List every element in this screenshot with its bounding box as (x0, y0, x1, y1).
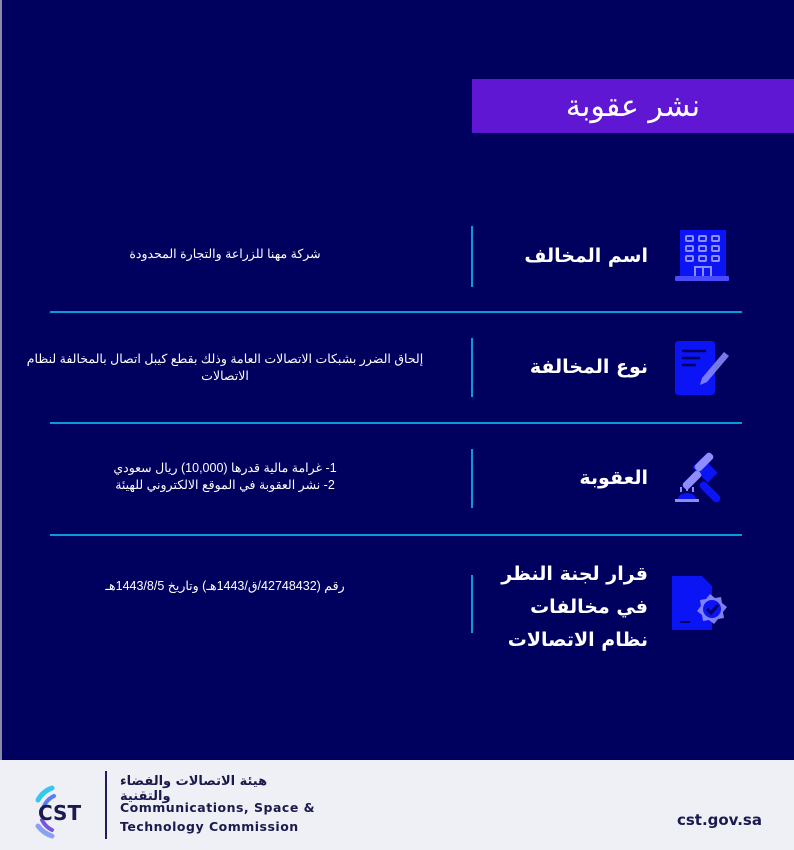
value-violator-name: شركة مهنا للزراعة والتجارة المحدودة (129, 247, 321, 261)
row-divider (50, 534, 742, 536)
vertical-divider (471, 338, 473, 397)
document-pen-icon (675, 341, 729, 395)
org-name-english-line-2: Technology Commission (120, 819, 299, 834)
building-icon (675, 230, 729, 281)
vertical-divider (471, 449, 473, 508)
value-committee-decision: رقم (42748432/ق/1443هـ) وتاريخ 1443/8/5ه… (105, 579, 345, 593)
value-violation-type: إلحاق الضرر بشبكات الاتصالات العامة وذلك… (26, 352, 424, 383)
committee-line-2: في مخالفات (530, 596, 648, 618)
website-link[interactable]: cst.gov.sa (676, 811, 762, 829)
document-badge-check-icon (672, 576, 727, 630)
penalty-line-2: 2- نشر العقوبة في الموقع الالكتروني للهي… (115, 478, 335, 492)
label-penalty: العقوبة (579, 467, 648, 489)
value-penalty: 1- غرامة مالية قدرها (10,000) ريال سعودي… (20, 460, 430, 494)
penalty-line-1: 1- غرامة مالية قدرها (10,000) ريال سعودي (113, 461, 337, 475)
left-border (0, 0, 2, 760)
committee-line-3: نظام الاتصالات (507, 629, 648, 651)
label-committee-decision: قرار لجنة النظر في مخالفات نظام الاتصالا… (501, 558, 648, 657)
committee-line-1: قرار لجنة النظر (501, 563, 648, 585)
row-divider (50, 422, 742, 424)
label-violator-name: اسم المخالف (524, 245, 648, 267)
label-violation-type: نوع المخالفة (529, 356, 648, 378)
vertical-divider (471, 226, 473, 287)
footer-divider (105, 771, 107, 839)
org-name-arabic: هيئة الاتصالات والفضاء والتقنية (120, 774, 268, 804)
footer: CST هيئة الاتصالات والفضاء والتقنية Comm… (0, 760, 794, 850)
logo-text: CST (38, 801, 81, 825)
org-name-english-line-1: Communications, Space & (120, 800, 316, 815)
cst-logo: CST (35, 785, 81, 839)
vertical-divider (471, 575, 473, 633)
page-title: نشر عقوبة (472, 79, 794, 133)
row-divider (50, 311, 742, 313)
org-name-english: Communications, Space & Technology Commi… (120, 798, 315, 836)
gavel-icon (675, 452, 721, 503)
